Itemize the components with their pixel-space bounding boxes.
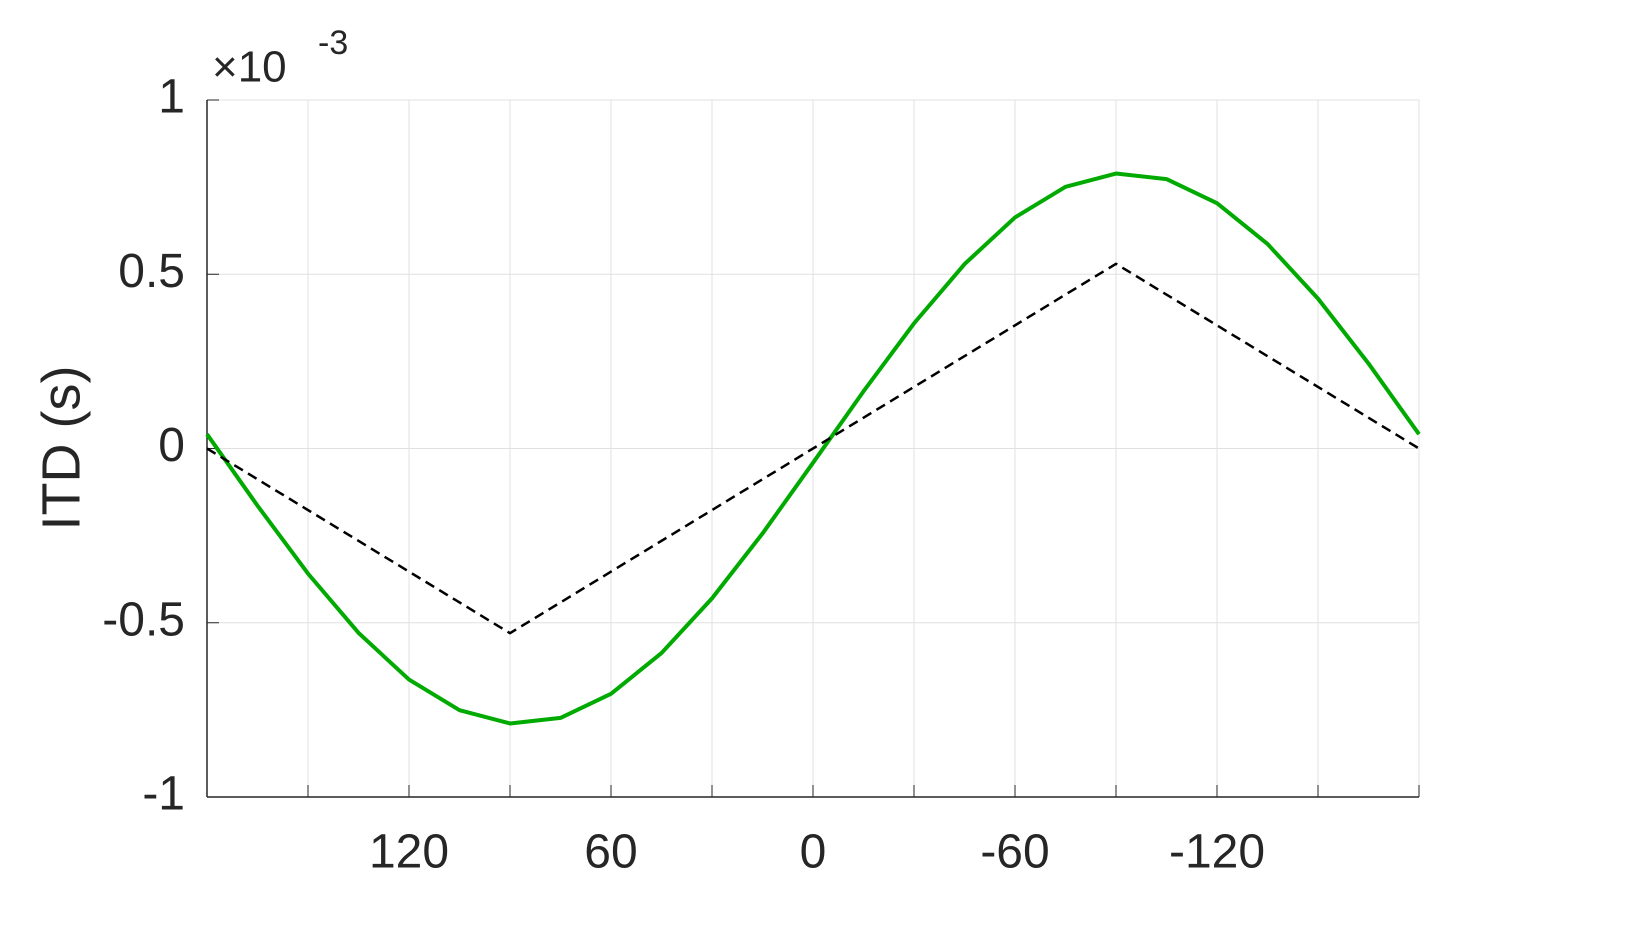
- y-axis-label: ITD (s): [31, 366, 91, 531]
- series-line: [205, 171, 1421, 726]
- x-tick-label: 60: [584, 826, 637, 879]
- y-tick-label: 0: [158, 419, 185, 472]
- series-line: [206, 262, 1420, 635]
- x-tick-label: 120: [369, 826, 449, 879]
- y-multiplier: ×10: [212, 43, 287, 92]
- y-tick-label: 0.5: [118, 245, 185, 298]
- x-tick-label: -60: [980, 826, 1049, 879]
- y-tick-label: -1: [142, 768, 185, 821]
- y-multiplier-exponent: -3: [318, 24, 348, 62]
- x-tick-label: 0: [800, 826, 827, 879]
- y-tick-label: -0.5: [102, 593, 185, 646]
- y-tick-label: 1: [158, 71, 185, 124]
- x-tick-label: -120: [1169, 826, 1265, 879]
